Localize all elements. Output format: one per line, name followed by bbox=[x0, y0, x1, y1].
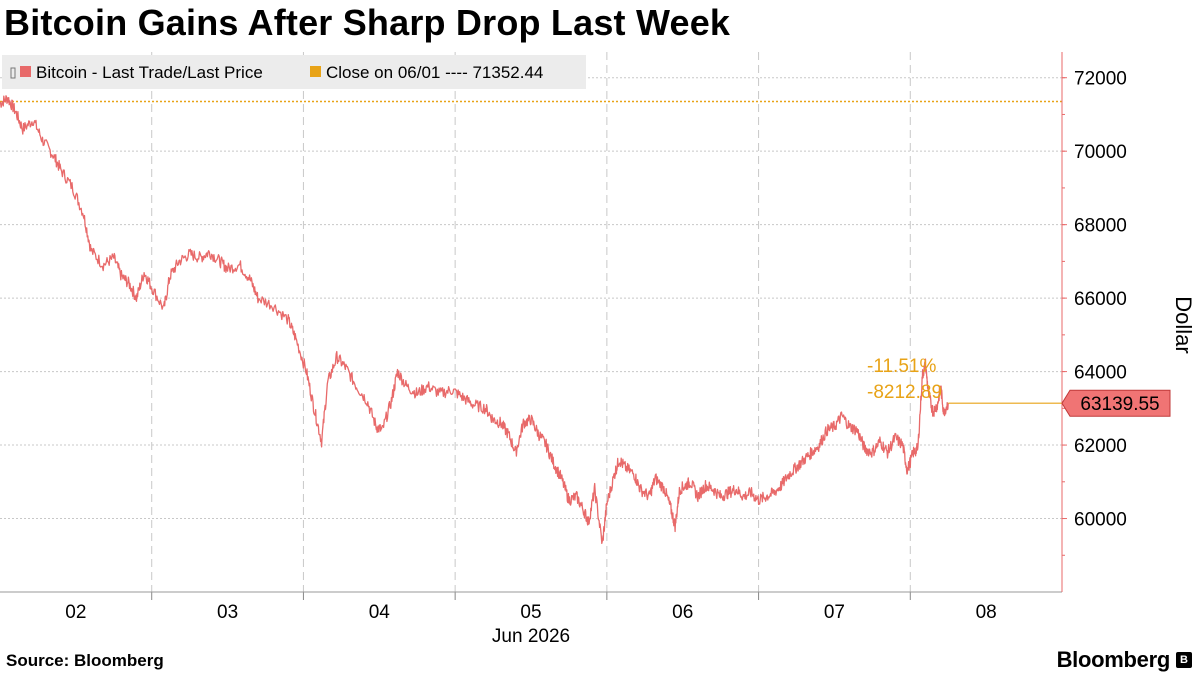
last-price-tag bbox=[1061, 389, 1171, 417]
y-tick-label: 62000 bbox=[1074, 436, 1127, 457]
chart-title: Bitcoin Gains After Sharp Drop Last Week bbox=[4, 2, 731, 43]
abs-change-label: -8212.89 bbox=[867, 382, 942, 403]
x-tick-label: 06 bbox=[672, 602, 693, 623]
x-tick-label: 08 bbox=[976, 602, 997, 623]
bitcoin-price-line bbox=[0, 95, 949, 545]
y-tick-label: 72000 bbox=[1074, 69, 1127, 90]
axis-layer: 60000 62000 64000 66000 68000 70000 72000 02 03 0… bbox=[0, 52, 1196, 647]
y-tick-label: 70000 bbox=[1074, 142, 1127, 163]
x-tick-label: 04 bbox=[369, 602, 391, 623]
last-price-label: 63139.55 bbox=[1080, 394, 1159, 415]
x-tick-label: 02 bbox=[65, 602, 86, 623]
brand-logo: Bloomberg B bbox=[1057, 647, 1192, 673]
brand-wordmark: Bloomberg bbox=[1056, 647, 1171, 672]
legend-swatch-close bbox=[310, 66, 321, 77]
legend-label-close: Close on 06/01 ---- 71352.44 bbox=[326, 63, 543, 82]
label-layer: 63139.55 -11.51% -8212.89 bbox=[867, 356, 1171, 417]
bloomberg-b-icon: B bbox=[1176, 652, 1192, 668]
y-tick-label: 64000 bbox=[1074, 363, 1127, 384]
grid-layer bbox=[0, 52, 1062, 592]
y-tick-label: 66000 bbox=[1074, 289, 1127, 310]
series-layer bbox=[0, 95, 949, 545]
x-tick-label: 07 bbox=[824, 602, 845, 623]
y-tick-label: 68000 bbox=[1074, 216, 1127, 237]
x-axis-month-label: Jun 2026 bbox=[492, 626, 570, 647]
y-tick-label: 60000 bbox=[1074, 510, 1127, 531]
legend-swatch-bitcoin bbox=[20, 66, 31, 77]
x-tick-label: 03 bbox=[217, 602, 238, 623]
y-axis-label: Dollar bbox=[1171, 296, 1196, 353]
pct-change-label: -11.51% bbox=[867, 356, 936, 377]
legend-layer: Bitcoin - Last Trade/Last Price Close on … bbox=[2, 55, 586, 89]
x-tick-label: 05 bbox=[520, 602, 541, 623]
source-note: Source: Bloomberg bbox=[6, 651, 164, 670]
legend-handle-icon bbox=[10, 67, 16, 79]
legend-label-bitcoin: Bitcoin - Last Trade/Last Price bbox=[36, 63, 263, 82]
legend-box bbox=[2, 55, 586, 89]
